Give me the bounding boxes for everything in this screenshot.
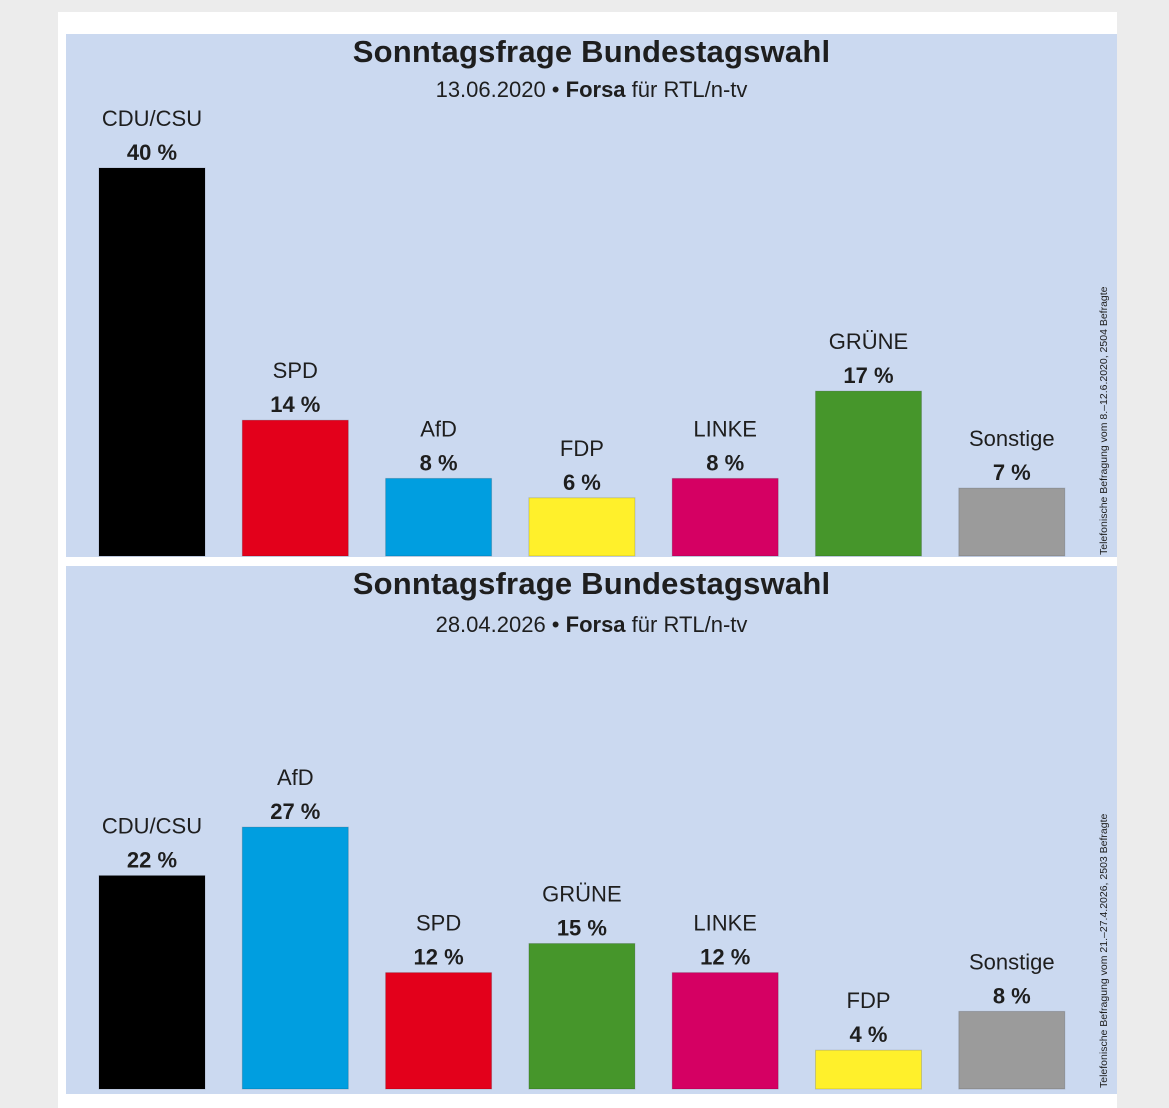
category-label: FDP xyxy=(847,988,891,1013)
category-label: SPD xyxy=(273,358,318,383)
data-label: 22 % xyxy=(127,848,177,873)
category-label: SPD xyxy=(416,911,461,936)
bar-sonstige xyxy=(958,1010,1066,1090)
data-label: 8 % xyxy=(993,983,1031,1008)
bar-linke xyxy=(671,477,779,557)
data-label: 40 % xyxy=(127,140,177,165)
bar-afd xyxy=(385,477,493,557)
chart-title: Sonntagsfrage Bundestagswahl xyxy=(352,566,831,601)
category-label: LINKE xyxy=(693,911,757,936)
data-label: 12 % xyxy=(700,945,750,970)
category-label: CDU/CSU xyxy=(102,814,202,839)
category-label: LINKE xyxy=(693,416,757,441)
category-label: Sonstige xyxy=(969,426,1055,451)
chart-subtitle: 28.04.2026 • Forsa für RTL/n-tv xyxy=(435,612,748,637)
chart-title: Sonntagsfrage Bundestagswahl xyxy=(352,34,831,69)
bar-gr-ne xyxy=(815,390,922,557)
poll-institute: Forsa xyxy=(565,77,626,102)
data-label: 7 % xyxy=(993,460,1031,485)
data-label: 27 % xyxy=(270,799,320,824)
bar-fdp xyxy=(815,1049,922,1090)
poll-client: für RTL/n-tv xyxy=(631,77,748,102)
data-label: 12 % xyxy=(414,945,464,970)
category-label: CDU/CSU xyxy=(102,106,202,131)
data-label: 8 % xyxy=(420,450,458,475)
chart-2-bars: 22 % CDU/CSU 27 % AfD 12 % SPD 15 % GRÜNE 12 % LI… xyxy=(98,765,1066,1090)
category-label: AfD xyxy=(420,416,457,441)
poll-institute: Forsa xyxy=(565,612,626,637)
category-label: FDP xyxy=(560,436,604,461)
bar-spd xyxy=(241,419,349,557)
bar-fdp xyxy=(528,497,636,557)
poll-date: 13.06.2020 xyxy=(435,77,546,102)
chart-1-bars: 40 % CDU/CSU 14 % SPD 8 % AfD 6 % FDP 8 % LINKE 17… xyxy=(98,106,1066,557)
panel-divider xyxy=(58,557,1117,566)
data-label: 14 % xyxy=(270,392,320,417)
data-label: 15 % xyxy=(557,916,607,941)
bar-afd xyxy=(241,826,349,1090)
bar-spd xyxy=(385,972,493,1090)
poll-date: 28.04.2026 xyxy=(435,612,546,637)
data-label: 17 % xyxy=(843,363,893,388)
bar-linke xyxy=(671,972,779,1090)
poll-panel-2020: Sonntagsfrage Bundestagswahl 13.06.2020 … xyxy=(66,34,1117,557)
chart-subtitle: 13.06.2020 • Forsa für RTL/n-tv xyxy=(435,77,748,102)
bar-gr-ne xyxy=(528,943,636,1090)
bar-sonstige xyxy=(958,487,1066,557)
data-label: 6 % xyxy=(563,470,601,495)
poll-client: für RTL/n-tv xyxy=(631,612,748,637)
bar-cdu-csu xyxy=(98,875,206,1090)
category-label: Sonstige xyxy=(969,949,1055,974)
data-label: 8 % xyxy=(706,450,744,475)
category-label: GRÜNE xyxy=(829,329,908,354)
category-label: GRÜNE xyxy=(542,882,621,907)
category-label: AfD xyxy=(277,765,314,790)
bar-cdu-csu xyxy=(98,167,206,557)
data-label: 4 % xyxy=(850,1022,888,1047)
